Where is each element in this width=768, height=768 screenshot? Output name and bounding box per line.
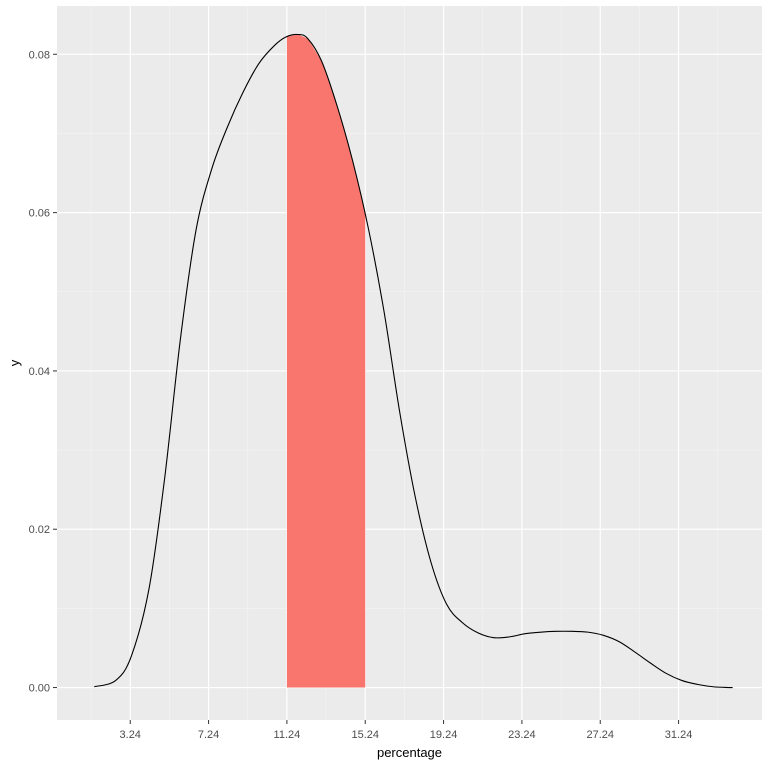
y-axis-title: y <box>7 359 22 366</box>
x-tick-labels: 3.24 7.24 11.24 15.24 19.24 23.24 27.24 31.24 <box>120 729 693 741</box>
major-gridlines <box>57 6 762 720</box>
panel-background <box>57 6 762 720</box>
x-axis-title: percentage <box>377 745 442 760</box>
highlight-band <box>286 34 366 688</box>
x-tick-label: 19.24 <box>430 729 458 741</box>
y-tick-label: 0.04 <box>29 366 50 378</box>
y-tick-label: 0.02 <box>29 524 50 536</box>
x-tick-label: 23.24 <box>508 729 536 741</box>
x-tick-label: 15.24 <box>351 729 379 741</box>
x-tick-label: 27.24 <box>586 729 614 741</box>
y-tick-labels: 0.00 0.02 0.04 0.06 0.08 <box>29 49 50 694</box>
x-tick-label: 31.24 <box>665 729 693 741</box>
y-tick-label: 0.08 <box>29 49 50 61</box>
density-line <box>94 33 733 689</box>
y-tick-label: 0.00 <box>29 683 50 695</box>
x-tick-label: 7.24 <box>198 729 219 741</box>
axis-ticks <box>53 53 680 724</box>
y-tick-label: 0.06 <box>29 208 50 220</box>
x-tick-label: 3.24 <box>120 729 141 741</box>
x-tick-label: 11.24 <box>274 729 301 741</box>
minor-gridlines <box>57 6 762 720</box>
